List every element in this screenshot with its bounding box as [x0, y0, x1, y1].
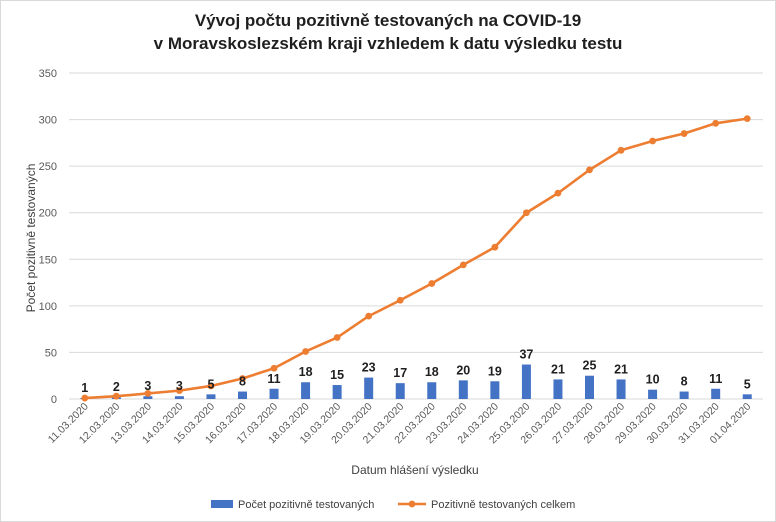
y-tick-label: 0	[51, 394, 57, 406]
data-label: 21	[551, 362, 565, 376]
bar	[301, 382, 311, 399]
data-label: 10	[646, 373, 660, 387]
line-point	[207, 382, 215, 390]
data-label: 3	[176, 379, 183, 393]
bar	[521, 364, 531, 399]
line-point	[586, 166, 593, 174]
data-label: 23	[362, 361, 376, 375]
y-tick-label: 150	[39, 254, 57, 266]
data-label: 25	[583, 359, 597, 373]
chart-title-line-2: v Moravskoslezském kraji vzhledem k datu…	[153, 34, 623, 53]
data-label: 11	[709, 372, 722, 386]
line-point	[302, 348, 309, 355]
legend-bar-swatch	[211, 500, 233, 508]
x-axis-title: Datum hlášení výsledku	[351, 463, 478, 477]
y-tick-label: 300	[39, 115, 57, 127]
line-point	[396, 296, 404, 304]
y-axis-title: Počet pozitivně testovaných	[24, 164, 38, 313]
line-path	[84, 117, 748, 400]
line-point	[333, 334, 341, 341]
line-series	[81, 115, 751, 402]
legend: Počet pozitivně testovaných Pozitivně tes…	[211, 499, 575, 511]
line-point	[239, 375, 246, 382]
bar	[269, 388, 279, 399]
bar	[490, 381, 500, 399]
data-label: 20	[456, 363, 470, 377]
legend-bar-label: Počet pozitivně testovaných	[238, 499, 374, 511]
bar	[585, 375, 594, 399]
line-point	[81, 394, 89, 402]
data-label: 3	[144, 379, 151, 393]
bar	[458, 380, 468, 399]
data-label: 15	[330, 368, 344, 382]
line-point	[144, 390, 152, 397]
data-label: 18	[425, 365, 439, 379]
data-label: 17	[393, 366, 407, 380]
y-tick-label: 350	[39, 68, 57, 80]
line-point	[712, 119, 720, 127]
bar	[711, 388, 721, 399]
y-axis-ticks: 0 50 100 150 200 250 300 350	[39, 68, 57, 406]
bar	[332, 385, 342, 399]
y-tick-label: 50	[45, 347, 57, 359]
bar	[648, 389, 658, 399]
data-label: 21	[614, 362, 628, 376]
line-point	[680, 130, 688, 137]
chart-title-line-1: Vývoj počtu pozitivně testovaných na COV…	[194, 11, 582, 30]
line-point	[649, 137, 656, 145]
line-point	[176, 387, 183, 395]
bar	[742, 394, 752, 399]
bar	[616, 379, 626, 399]
line-point	[365, 312, 373, 320]
data-label: 2	[113, 380, 120, 394]
bar	[174, 396, 184, 399]
chart-title: Vývoj počtu pozitivně testovaných na COV…	[1, 9, 775, 55]
bar	[427, 382, 437, 399]
line-point	[617, 146, 625, 154]
y-tick-label: 200	[39, 208, 57, 220]
line-point	[743, 115, 751, 123]
legend-line-marker	[408, 500, 416, 508]
y-tick-label: 100	[39, 301, 57, 313]
data-label: 18	[299, 365, 313, 379]
legend-line-label: Pozitivně testovaných celkem	[431, 499, 575, 511]
line-point	[554, 189, 562, 197]
x-axis-ticks: 11.03.202012.03.202013.03.202014.03.2020…	[46, 401, 754, 447]
bar	[206, 394, 216, 399]
line-point	[428, 280, 436, 287]
bar	[238, 391, 247, 399]
line-point	[491, 243, 499, 251]
bar	[364, 377, 374, 399]
y-tick-label: 250	[39, 161, 57, 173]
data-label: 1	[81, 381, 88, 395]
bar	[553, 379, 563, 399]
data-label: 5	[207, 377, 214, 391]
data-label: 11	[267, 372, 280, 386]
data-label: 19	[488, 364, 502, 378]
line-point	[523, 209, 530, 217]
line-point	[270, 364, 278, 372]
data-label: 8	[681, 375, 688, 389]
gridlines	[69, 72, 763, 400]
data-label: 5	[744, 377, 751, 391]
bar	[395, 383, 405, 399]
bar-series	[80, 364, 752, 399]
bar	[679, 391, 689, 399]
bar	[143, 396, 153, 399]
line-point	[112, 392, 120, 400]
line-point	[459, 261, 467, 269]
data-label: 8	[239, 375, 246, 389]
data-label: 37	[519, 348, 533, 362]
